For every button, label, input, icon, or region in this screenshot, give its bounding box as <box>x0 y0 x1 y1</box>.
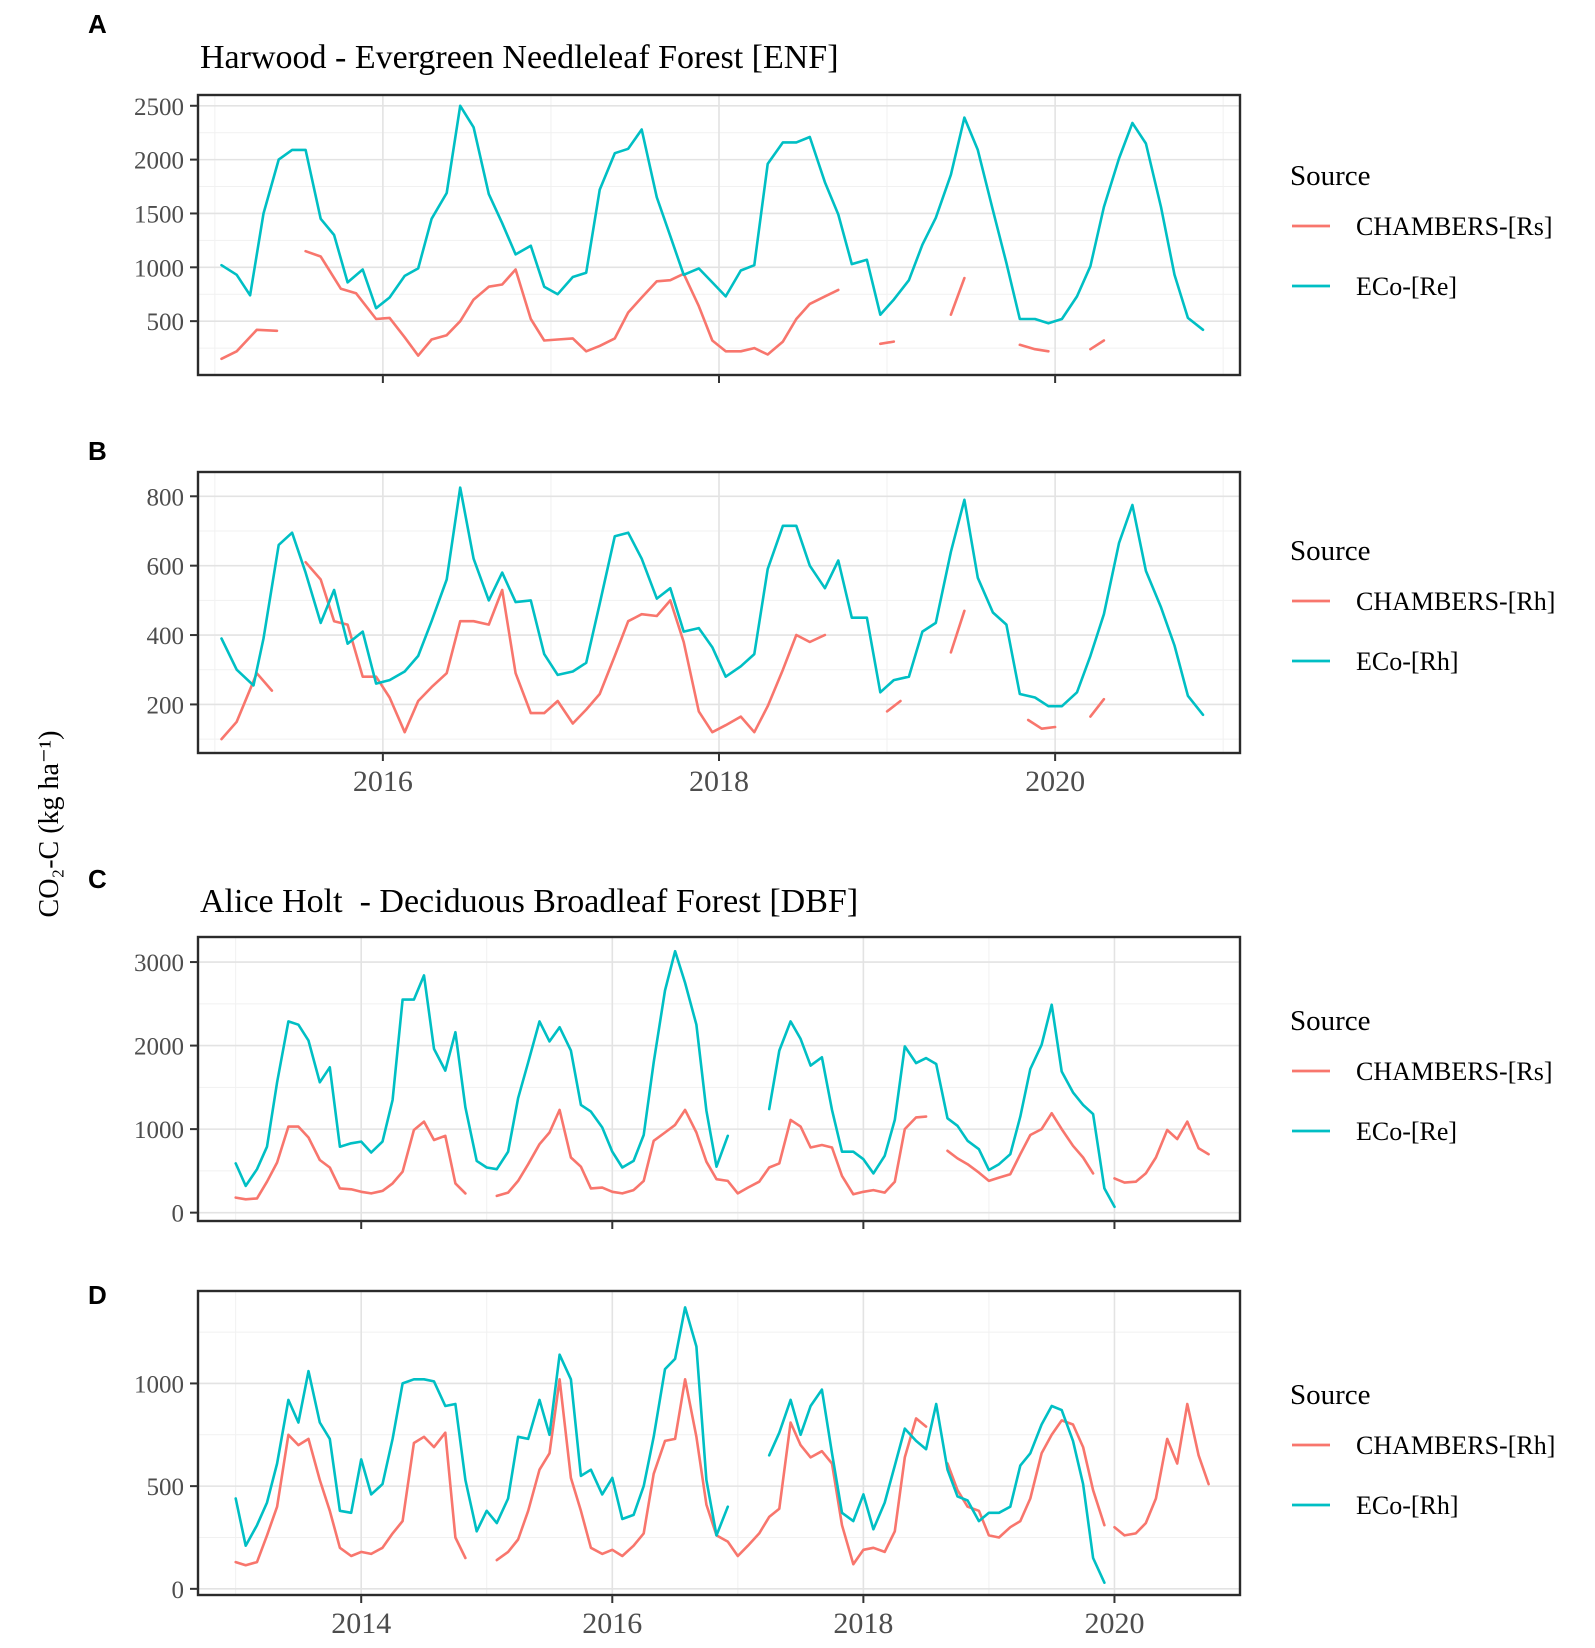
series-chambers-line <box>495 1108 928 1198</box>
y-tick-label: 0 <box>172 1201 185 1228</box>
y-tick-label: 2000 <box>134 1034 184 1061</box>
panel-title: Alice Holt - Deciduous Broadleaf Forest … <box>200 883 858 920</box>
legend-label-eco: ECo-[Re] <box>1356 272 1457 301</box>
legend-label-eco: ECo-[Re] <box>1356 1117 1457 1146</box>
y-axis-label: CO₂-C (kg ha⁻¹) <box>34 731 65 918</box>
y-tick-label: 200 <box>147 692 185 719</box>
series-eco-line <box>767 1003 1116 1209</box>
x-tick-label: 2018 <box>833 1607 893 1640</box>
series-chambers-line <box>946 1111 1095 1183</box>
plot-frame <box>196 935 1242 1223</box>
legend-title: Source <box>1290 535 1371 567</box>
panel-title: Harwood - Evergreen Needleleaf Forest [E… <box>200 39 839 76</box>
legend: Source CHAMBERS-[Rh] ECo-[Rh] <box>1290 535 1555 676</box>
y-tick-label: 800 <box>147 484 185 511</box>
series-chambers-line <box>879 340 896 346</box>
y-tick-label: 3000 <box>134 950 184 977</box>
legend-label-eco: ECo-[Rh] <box>1356 647 1459 676</box>
series-chambers-line <box>234 1431 467 1567</box>
panel-B: B 200 400 600 800 2016 2018 2020 Source CHAMBERS-… <box>88 436 1555 798</box>
series-chambers-line <box>220 328 279 361</box>
series-eco-line <box>234 949 730 1188</box>
series-chambers-line <box>1113 1120 1210 1184</box>
series-eco-line <box>220 486 1205 717</box>
y-tick-label: 0 <box>172 1577 185 1604</box>
x-tick-label: 2016 <box>582 1607 642 1640</box>
series-chambers-line <box>234 1120 467 1201</box>
legend-label-chambers: CHAMBERS-[Rh] <box>1356 587 1555 616</box>
legend: Source CHAMBERS-[Rh] ECo-[Rh] <box>1290 1379 1555 1520</box>
y-tick-label: 600 <box>147 554 185 581</box>
series-eco-line <box>767 1388 1106 1584</box>
panel-C: C Alice Holt - Deciduous Broadleaf Forest… <box>88 864 1552 1229</box>
x-tick-label: 2020 <box>1025 765 1085 798</box>
legend-label-chambers: CHAMBERS-[Rs] <box>1356 1057 1552 1086</box>
y-tick-label: 1000 <box>134 255 184 282</box>
panel-letter: D <box>88 1280 107 1310</box>
series-chambers-line <box>1018 343 1050 353</box>
legend-title: Source <box>1290 160 1371 192</box>
legend-label-eco: ECo-[Rh] <box>1356 1491 1459 1520</box>
x-tick-label: 2018 <box>689 765 749 798</box>
plot-frame <box>196 1289 1242 1597</box>
series-chambers-line <box>1089 339 1106 351</box>
legend: Source CHAMBERS-[Rs] ECo-[Re] <box>1290 160 1552 301</box>
x-tick-label: 2020 <box>1084 1607 1144 1640</box>
legend-title: Source <box>1290 1005 1371 1037</box>
series-chambers-line <box>1089 697 1106 718</box>
series-chambers-line <box>1113 1402 1210 1537</box>
series-chambers-line <box>1026 718 1057 730</box>
y-tick-label: 2500 <box>134 94 184 121</box>
series-chambers-line <box>220 671 274 741</box>
y-tick-label: 500 <box>147 1474 185 1501</box>
series-chambers-line <box>304 249 840 357</box>
series-chambers-line <box>949 609 966 654</box>
y-tick-label: 400 <box>147 623 185 650</box>
legend-label-chambers: CHAMBERS-[Rh] <box>1356 1431 1555 1460</box>
y-tick-label: 2000 <box>134 148 184 175</box>
x-tick-label: 2016 <box>353 765 413 798</box>
series-chambers-line <box>885 699 902 713</box>
x-tick-label: 2014 <box>331 1607 391 1640</box>
panel-letter: A <box>88 9 107 39</box>
y-tick-label: 1000 <box>134 1117 184 1144</box>
y-tick-label: 1500 <box>134 201 184 228</box>
legend: Source CHAMBERS-[Rs] ECo-[Re] <box>1290 1005 1552 1146</box>
panels: A Harwood - Evergreen Needleleaf Forest [… <box>88 9 1555 1640</box>
series-chambers-line <box>949 276 966 316</box>
panel-D: D 0 500 1000 2014 2016 2018 2020 Source CHAMBERS-… <box>88 1280 1555 1640</box>
series-eco-line <box>234 1306 730 1547</box>
y-tick-label: 500 <box>147 309 185 336</box>
series-eco-line <box>220 104 1205 332</box>
panel-letter: B <box>88 436 107 466</box>
y-tick-label: 1000 <box>134 1371 184 1398</box>
legend-title: Source <box>1290 1379 1371 1411</box>
panel-letter: C <box>88 864 107 894</box>
legend-label-chambers: CHAMBERS-[Rs] <box>1356 212 1552 241</box>
panel-A: A Harwood - Evergreen Needleleaf Forest [… <box>88 9 1552 383</box>
series-chambers-line <box>495 1378 928 1566</box>
series-chambers-line <box>304 560 827 734</box>
